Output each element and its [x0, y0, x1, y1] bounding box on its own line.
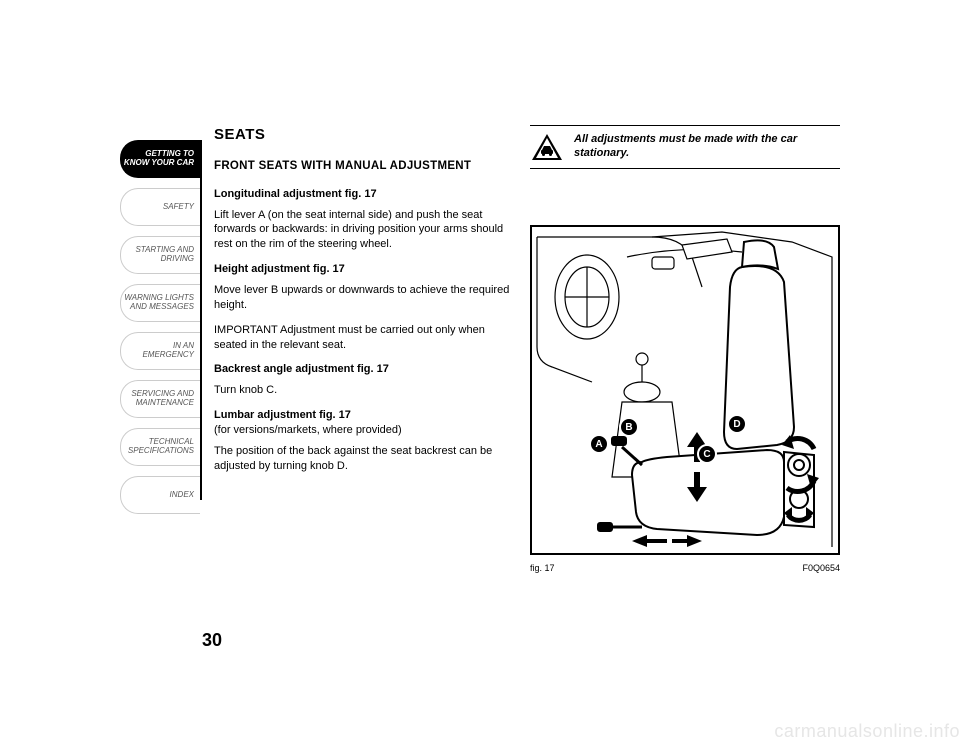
- body-longitudinal: Lift lever A (on the seat internal side)…: [214, 208, 514, 253]
- tab-emergency[interactable]: IN AN EMERGENCY: [120, 332, 200, 370]
- callout-d: D: [727, 414, 747, 434]
- tab-label: SERVICING ANDMAINTENANCE: [131, 390, 194, 408]
- callout-b: B: [619, 417, 639, 437]
- main-text-column: SEATS FRONT SEATS WITH MANUAL ADJUSTMENT…: [214, 125, 514, 483]
- body-important-note: IMPORTANT Adjustment must be carried out…: [214, 323, 514, 353]
- body-lumbar: The position of the back against the sea…: [214, 444, 514, 474]
- body-height: Move lever B upwards or downwards to ach…: [214, 283, 514, 313]
- tab-label: INDEX: [170, 491, 194, 500]
- tab-starting-driving[interactable]: STARTING ANDDRIVING: [120, 236, 200, 274]
- tab-getting-to-know[interactable]: GETTING TOKNOW YOUR CAR: [120, 140, 200, 178]
- tab-label: SAFETY: [163, 203, 194, 212]
- section-subtitle: FRONT SEATS WITH MANUAL ADJUSTMENT: [214, 159, 514, 175]
- tab-label: GETTING TOKNOW YOUR CAR: [124, 150, 194, 168]
- warning-triangle-icon: [530, 132, 564, 162]
- right-column: All adjustments must be made with the ca…: [530, 125, 840, 169]
- warning-box: All adjustments must be made with the ca…: [530, 132, 840, 162]
- tab-label: WARNING LIGHTSAND MESSAGES: [124, 294, 194, 312]
- callout-a: A: [589, 434, 609, 454]
- tab-label: IN AN EMERGENCY: [121, 342, 194, 360]
- tab-warning-lights[interactable]: WARNING LIGHTSAND MESSAGES: [120, 284, 200, 322]
- tab-index[interactable]: INDEX: [120, 476, 200, 514]
- body-backrest: Turn knob C.: [214, 383, 514, 398]
- tab-label: TECHNICALSPECIFICATIONS: [128, 438, 194, 456]
- sub-heading-lumbar: Lumbar adjustment fig. 17: [214, 408, 514, 423]
- tab-technical[interactable]: TECHNICALSPECIFICATIONS: [120, 428, 200, 466]
- warning-text: All adjustments must be made with the ca…: [574, 132, 840, 161]
- sub-heading-backrest: Backrest angle adjustment fig. 17: [214, 362, 514, 377]
- page-number: 30: [202, 630, 222, 651]
- figure-seat-adjustment: A B C D: [530, 225, 840, 555]
- sub-heading-longitudinal: Longitudinal adjustment fig. 17: [214, 187, 514, 202]
- figure-number: fig. 17: [530, 563, 555, 573]
- tab-label: STARTING ANDDRIVING: [135, 246, 194, 264]
- callout-c: C: [697, 444, 717, 464]
- chapter-tabs: GETTING TOKNOW YOUR CAR SAFETY STARTING …: [120, 140, 200, 524]
- tab-safety[interactable]: SAFETY: [120, 188, 200, 226]
- divider-top: [530, 125, 840, 126]
- tab-spine: [200, 140, 202, 500]
- tab-servicing[interactable]: SERVICING ANDMAINTENANCE: [120, 380, 200, 418]
- sub-heading-height: Height adjustment fig. 17: [214, 262, 514, 277]
- divider-bottom: [530, 168, 840, 169]
- watermark: carmanualsonline.info: [774, 721, 960, 742]
- figure-code: F0Q0654: [802, 563, 840, 573]
- sub-lumbar-note: (for versions/markets, where provided): [214, 423, 514, 438]
- figure-caption: fig. 17 F0Q0654: [530, 563, 840, 573]
- manual-page: GETTING TOKNOW YOUR CAR SAFETY STARTING …: [120, 125, 840, 655]
- section-title: SEATS: [214, 125, 514, 145]
